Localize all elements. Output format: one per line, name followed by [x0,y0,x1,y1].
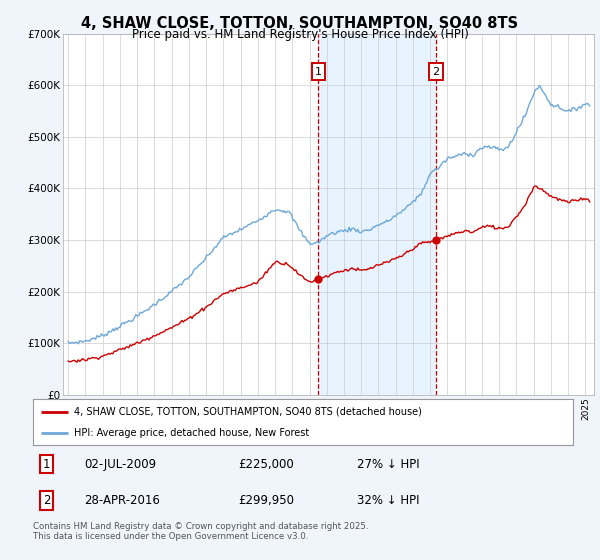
Text: HPI: Average price, detached house, New Forest: HPI: Average price, detached house, New … [74,428,309,438]
Text: 2: 2 [43,494,50,507]
Text: Price paid vs. HM Land Registry's House Price Index (HPI): Price paid vs. HM Land Registry's House … [131,28,469,41]
Text: £299,950: £299,950 [238,494,294,507]
Text: £225,000: £225,000 [238,458,294,470]
Text: 4, SHAW CLOSE, TOTTON, SOUTHAMPTON, SO40 8TS: 4, SHAW CLOSE, TOTTON, SOUTHAMPTON, SO40… [82,16,518,31]
Bar [318,34,436,395]
Text: Contains HM Land Registry data © Crown copyright and database right 2025.
This d: Contains HM Land Registry data © Crown c… [33,522,368,542]
Text: 2: 2 [433,67,439,77]
Text: 1: 1 [314,67,322,77]
Text: 1: 1 [43,458,50,470]
Text: 4, SHAW CLOSE, TOTTON, SOUTHAMPTON, SO40 8TS (detached house): 4, SHAW CLOSE, TOTTON, SOUTHAMPTON, SO40… [74,407,421,417]
Text: 28-APR-2016: 28-APR-2016 [84,494,160,507]
Text: 32% ↓ HPI: 32% ↓ HPI [357,494,419,507]
Text: 27% ↓ HPI: 27% ↓ HPI [357,458,419,470]
Text: 02-JUL-2009: 02-JUL-2009 [84,458,157,470]
